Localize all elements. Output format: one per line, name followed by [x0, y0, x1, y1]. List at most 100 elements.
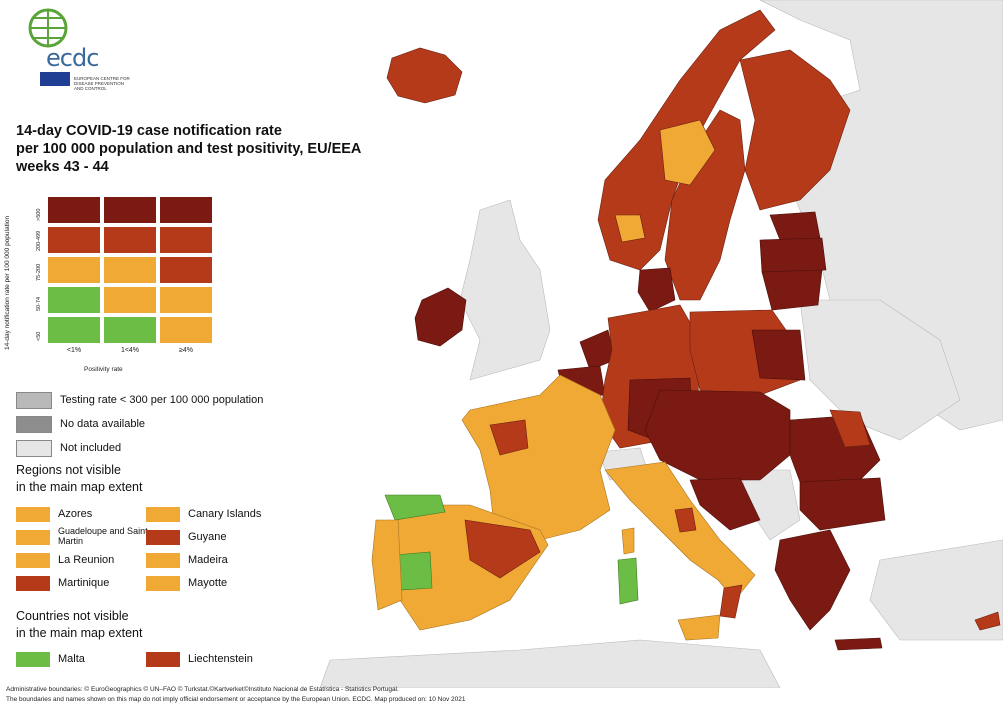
matrix-cell: [160, 287, 212, 313]
matrix-col-label: 1<4%: [120, 347, 140, 354]
denmark: [637, 267, 676, 313]
legend-label: Madeira: [188, 554, 228, 566]
testing-label: Testing rate < 300 per 100 000 populatio…: [60, 394, 264, 406]
title-line-2: per 100 000 population and test positivi…: [16, 141, 362, 157]
uk-land: [459, 199, 551, 381]
matrix-row-label: >500: [36, 208, 42, 221]
logo-text: ecdc: [46, 44, 99, 72]
matrix-cell: [48, 227, 100, 253]
matrix-cell: [104, 317, 156, 343]
sweden-north: [659, 119, 716, 186]
italy-east: [674, 507, 697, 533]
spain-catalonia: [464, 519, 541, 579]
finland: [739, 49, 851, 211]
romania-ne: [829, 409, 871, 448]
latvia: [759, 237, 827, 273]
spain-north: [384, 494, 446, 521]
regions-heading-1: Regions not visible: [16, 463, 121, 477]
legend-swatch: [146, 553, 180, 568]
testing-swatch: [16, 392, 52, 409]
legend-swatch: [16, 530, 50, 545]
matrix-row-label: 50-74: [36, 296, 42, 311]
title-line-1: 14-day COVID-19 case notification rate: [16, 123, 282, 139]
italy-calabria: [719, 584, 743, 619]
legend-label: La Reunion: [58, 554, 115, 566]
matrix-col-label: ≥4%: [179, 347, 193, 354]
matrix-row-label: 200-499: [36, 230, 42, 251]
poland-east: [751, 329, 806, 381]
iceland: [386, 47, 463, 104]
europe-map: [319, 0, 1003, 688]
cyprus: [974, 611, 1001, 631]
legend-swatch: [16, 576, 50, 591]
legend-label: Guyane: [188, 531, 227, 543]
greece: [774, 529, 851, 631]
matrix-cell: [48, 257, 100, 283]
matrix-cell: [104, 287, 156, 313]
portugal: [371, 519, 403, 611]
legend-label: Liechtenstein: [188, 653, 253, 665]
france-nw: [489, 419, 529, 456]
title-line-3: weeks 43 - 44: [16, 159, 109, 175]
no-data-swatch: [16, 416, 52, 433]
not-included-swatch: [16, 440, 52, 457]
matrix-cell: [104, 257, 156, 283]
matrix-cell: [104, 197, 156, 223]
footer-line-1: Administrative boundaries: © EuroGeograp…: [6, 686, 399, 693]
legend-label: Canary Islands: [188, 508, 262, 520]
france: [461, 374, 616, 541]
sicily: [677, 614, 721, 641]
legend-swatch: [16, 652, 50, 667]
matrix-row-label: 75-200: [36, 263, 42, 281]
belarus-ukraine-land: [799, 299, 961, 441]
ecdc-logo: ecdc EUROPEAN CENTRE FOR DISEASE PREVENT…: [16, 6, 130, 91]
central-europe: [644, 389, 791, 481]
map-title: 14-day COVID-19 case notification rate p…: [16, 122, 406, 176]
matrix-cell: [160, 257, 212, 283]
matrix-cell: [160, 317, 212, 343]
legend-label: Martinique: [58, 577, 110, 589]
matrix-row-label: <50: [36, 331, 42, 341]
croatia: [689, 477, 761, 531]
matrix-cell: [48, 287, 100, 313]
countries-heading-2: in the main map extent: [16, 626, 143, 640]
legend-label: Azores: [58, 508, 93, 520]
matrix-x-label: Positivity rate: [84, 366, 123, 373]
matrix-y-label: 14-day notification rate per 100 000 pop…: [4, 215, 11, 350]
regions-heading: Regions not visible in the main map exte…: [16, 462, 142, 496]
countries-heading-1: Countries not visible: [16, 609, 129, 623]
norway-south: [614, 214, 646, 243]
sweden: [664, 109, 746, 301]
legend-swatch: [16, 553, 50, 568]
legend-swatch: [146, 652, 180, 667]
bulgaria: [799, 477, 886, 531]
not-included-label: Not included: [60, 442, 122, 454]
matrix-cell: [160, 227, 212, 253]
eu-flag-icon: [40, 72, 70, 86]
legend-swatch: [146, 507, 180, 522]
matrix-cell: [48, 317, 100, 343]
footer-line-2: The boundaries and names shown on this m…: [6, 696, 466, 703]
corsica: [621, 527, 635, 555]
crete: [834, 637, 883, 651]
north-africa-land: [319, 639, 781, 688]
legend-swatch: [16, 507, 50, 522]
globe-icon: [28, 8, 68, 48]
logo-subtitle: EUROPEAN CENTRE FOR DISEASE PREVENTION A…: [74, 76, 130, 91]
matrix-cell: [160, 197, 212, 223]
matrix-col-label: <1%: [66, 347, 82, 354]
legend-swatch: [146, 530, 180, 545]
legend-label: Guadeloupe and Saint Martin: [58, 526, 148, 546]
matrix-cell: [104, 227, 156, 253]
regions-heading-2: in the main map extent: [16, 480, 143, 494]
no-data-label: No data available: [60, 418, 146, 430]
legend-swatch: [146, 576, 180, 591]
ireland: [414, 287, 467, 347]
turkey-land: [869, 539, 1003, 641]
legend-label: Mayotte: [188, 577, 228, 589]
countries-heading: Countries not visible in the main map ex…: [16, 608, 142, 642]
legend-label: Malta: [58, 653, 85, 665]
lithuania: [761, 269, 823, 311]
sardinia: [617, 557, 639, 605]
matrix-cell: [48, 197, 100, 223]
